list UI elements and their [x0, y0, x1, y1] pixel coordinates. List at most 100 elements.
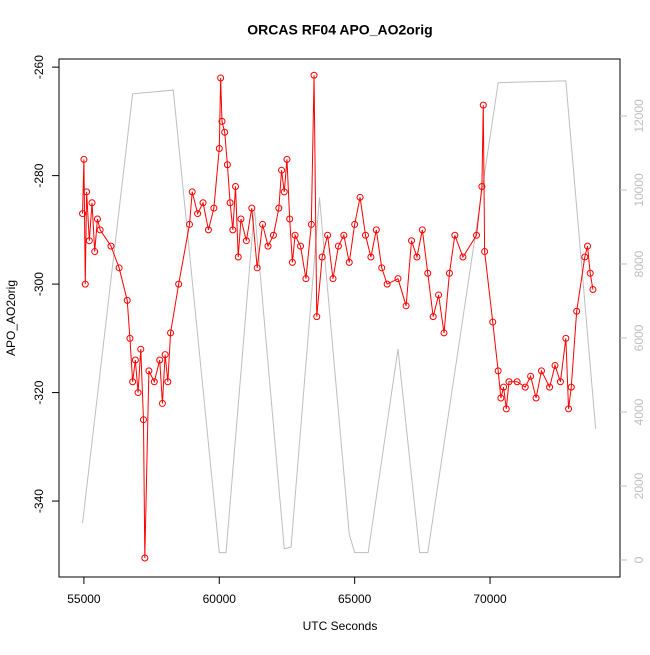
point: [199, 199, 207, 207]
point: [280, 188, 288, 196]
plot-box: [58, 58, 621, 578]
point: [188, 188, 196, 196]
point: [340, 231, 348, 239]
point: [372, 226, 380, 234]
point: [361, 231, 369, 239]
y-tick-label: -320: [32, 380, 46, 404]
point: [186, 220, 194, 228]
point: [479, 101, 487, 109]
point: [413, 253, 421, 261]
point: [310, 71, 318, 79]
point: [527, 372, 535, 380]
point: [269, 231, 277, 239]
x-axis-label: UTC Seconds: [303, 619, 378, 633]
point: [234, 253, 242, 261]
point: [223, 161, 231, 169]
point: [150, 378, 158, 386]
point: [218, 117, 226, 125]
point: [307, 220, 315, 228]
point: [175, 280, 183, 288]
point: [532, 394, 540, 402]
y-tick-label: -260: [32, 55, 46, 79]
point: [521, 383, 529, 391]
point: [275, 204, 283, 212]
point: [502, 405, 510, 413]
point: [83, 188, 91, 196]
point: [345, 258, 353, 266]
point: [194, 210, 202, 218]
point: [297, 242, 305, 250]
point: [286, 215, 294, 223]
point: [259, 220, 267, 228]
point: [164, 378, 172, 386]
point: [129, 378, 137, 386]
point: [88, 199, 96, 207]
point: [248, 204, 256, 212]
point: [145, 367, 153, 375]
point: [85, 237, 93, 245]
y2-tick-label: 8000: [632, 250, 646, 277]
point: [589, 286, 597, 294]
point: [367, 253, 375, 261]
point: [134, 389, 142, 397]
point: [210, 204, 218, 212]
point: [573, 307, 581, 315]
point: [351, 220, 359, 228]
point: [440, 329, 448, 337]
point: [217, 74, 225, 82]
point: [161, 351, 169, 359]
point: [123, 296, 131, 304]
point: [500, 383, 508, 391]
point: [288, 258, 296, 266]
point: [497, 394, 505, 402]
point: [383, 280, 391, 288]
point: [451, 231, 459, 239]
point: [445, 269, 453, 277]
point: [167, 329, 175, 337]
point: [505, 378, 513, 386]
point: [567, 383, 575, 391]
point: [408, 237, 416, 245]
y-axis-label: APO_AO2orig: [4, 280, 18, 356]
point: [556, 378, 564, 386]
point: [221, 128, 229, 136]
point: [229, 226, 237, 234]
point: [429, 313, 437, 321]
point: [494, 367, 502, 375]
point: [93, 215, 101, 223]
point: [139, 416, 147, 424]
point: [318, 253, 326, 261]
series-line: [82, 80, 597, 554]
point: [402, 302, 410, 310]
point: [158, 399, 166, 407]
point: [489, 318, 497, 326]
point: [226, 199, 234, 207]
x-tick-label: 70000: [473, 592, 507, 606]
point: [513, 378, 521, 386]
point: [80, 155, 88, 163]
point: [546, 383, 554, 391]
point: [459, 253, 467, 261]
point: [137, 345, 145, 353]
point: [283, 155, 291, 163]
point: [478, 182, 486, 190]
series-line: [82, 75, 594, 559]
point: [232, 182, 240, 190]
x-tick-label: 60000: [203, 592, 237, 606]
y2-tick-label: 2000: [632, 472, 646, 499]
chart-title: ORCAS RF04 APO_AO2orig: [247, 22, 432, 38]
point: [435, 291, 443, 299]
point: [237, 215, 245, 223]
point: [334, 242, 342, 250]
point: [586, 269, 594, 277]
point: [324, 231, 332, 239]
point: [302, 275, 310, 283]
x-tick-label: 55000: [67, 592, 101, 606]
y2-tick-label: 6000: [632, 324, 646, 351]
point: [278, 166, 286, 174]
point: [131, 356, 139, 364]
point: [204, 226, 212, 234]
point: [581, 253, 589, 261]
point: [91, 248, 99, 256]
